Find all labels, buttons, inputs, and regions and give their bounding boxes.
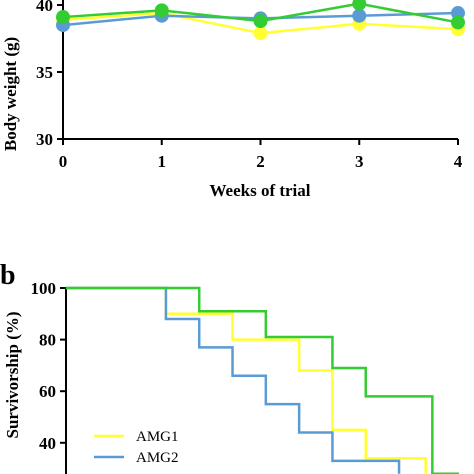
panel-b-survivorship-chart: b 40 60 80 100 AMG1 AMG2 Survivorship (%) [0, 260, 459, 474]
panel-a-x-tick-label: 3 [355, 152, 364, 171]
panel-a-y-axis-label: Body weight (g) [1, 37, 20, 151]
panel-a-data-point [154, 3, 169, 18]
panel-b-y-tick-label: 60 [39, 382, 56, 401]
panel-b-legend-label: AMG2 [136, 450, 179, 466]
panel-a-x-tick-label: 0 [59, 152, 68, 171]
panel-a-data-point [352, 8, 367, 23]
panel-a-y-tick-label: 35 [36, 63, 53, 82]
panel-b-y-tick-label: 40 [39, 434, 56, 453]
panel-a-x-tick-label: 1 [158, 152, 167, 171]
panel-b-legend-label: AMG1 [136, 429, 179, 445]
panel-a-body-weight-chart: 30 35 40 0 1 2 3 4 Body weight (g) Weeks of tr… [1, 0, 465, 200]
panel-b-survival-curve [66, 286, 401, 474]
panel-b-survival-curve [66, 286, 427, 474]
panel-b-y-tick-label: 100 [31, 279, 57, 298]
panel-a-data-point [253, 14, 268, 29]
panel-a-x-tick-label: 4 [454, 152, 463, 171]
panel-a-y-tick-label: 30 [36, 130, 53, 149]
panel-a-x-tick-label: 2 [256, 152, 265, 171]
panel-b-y-tick-label: 80 [39, 331, 56, 350]
panel-b-y-axis-label: Survivorship (%) [3, 311, 22, 438]
panel-a-x-axis-label: Weeks of trial [209, 181, 310, 200]
panel-a-data-point [352, 0, 367, 11]
panel-a-y-tick-label: 40 [36, 0, 53, 15]
panel-b-survival-curve [66, 286, 459, 474]
panel-a-data-point [56, 10, 70, 25]
panel-a-data-point [451, 15, 465, 30]
panel-b-letter: b [0, 260, 16, 291]
panel-a-data-point [253, 26, 268, 41]
